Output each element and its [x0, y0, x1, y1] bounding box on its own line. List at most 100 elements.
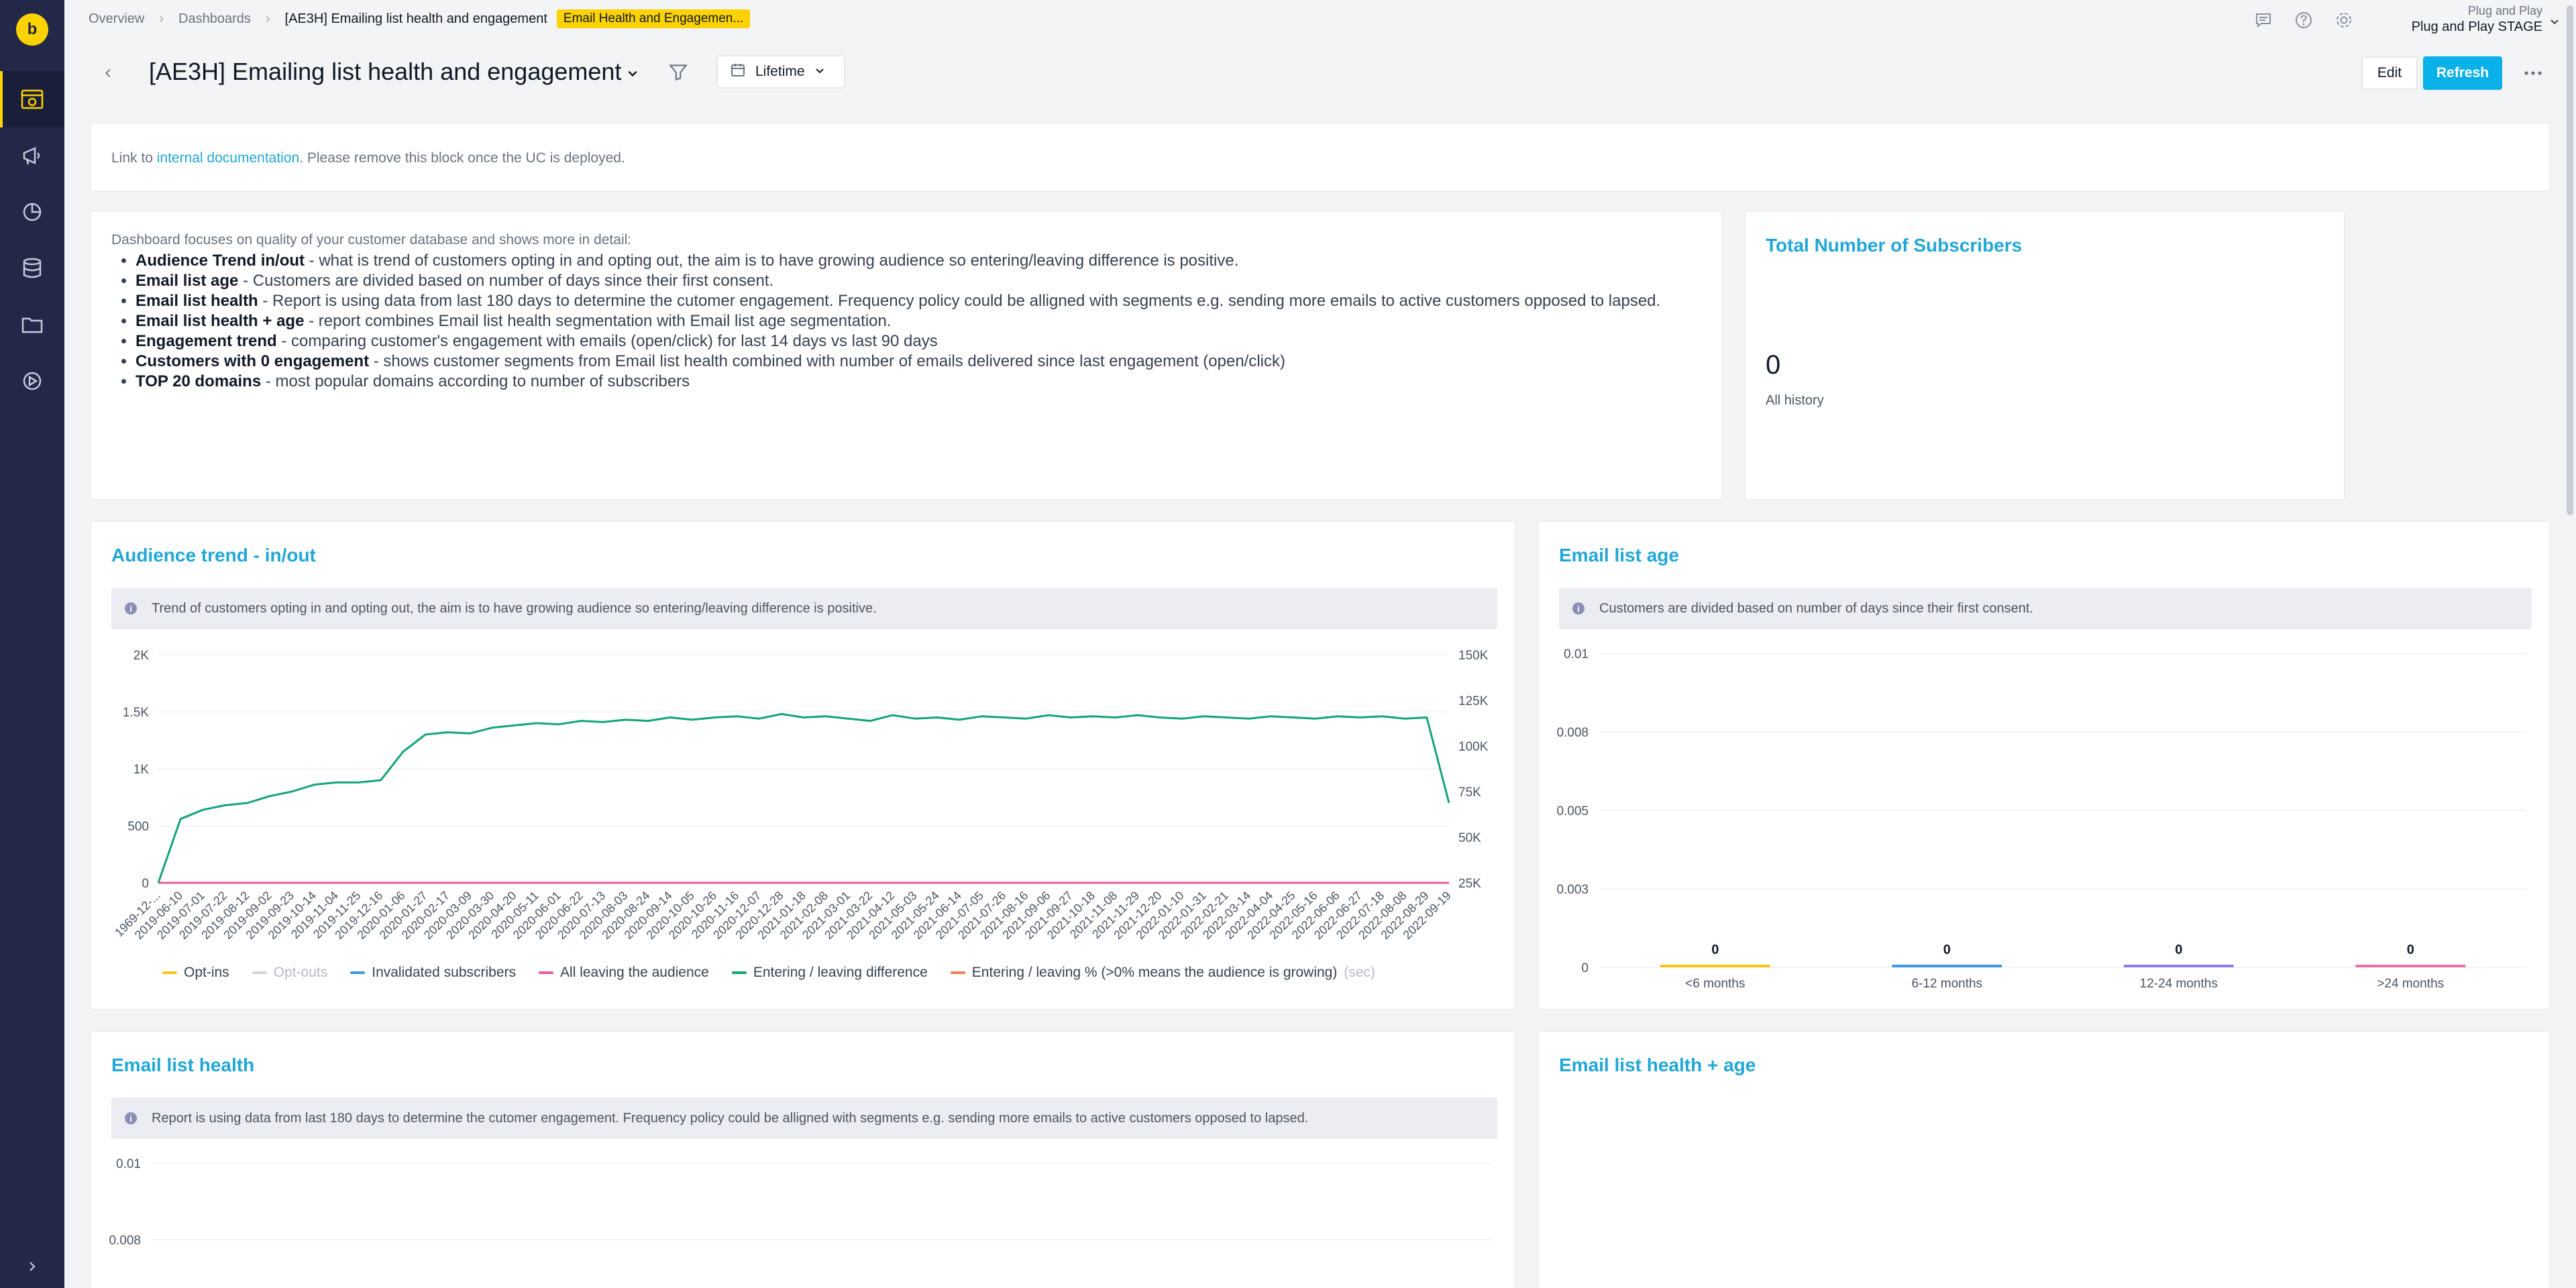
kpi-title[interactable]: Total Number of Subscribers: [1766, 235, 2023, 256]
chevron-right-icon: ›: [159, 11, 164, 26]
legend-swatch: [950, 971, 965, 974]
bar[interactable]: [1892, 965, 2002, 967]
assets-icon[interactable]: [0, 297, 64, 353]
breadcrumb-dashboards[interactable]: Dashboards: [178, 11, 251, 26]
notice-text: Report is using data from last 180 days …: [152, 1110, 1309, 1126]
description-card: Dashboard focuses on quality of your cus…: [90, 211, 1723, 500]
legend-item[interactable]: Entering / leaving difference: [731, 965, 928, 981]
category-badge[interactable]: Email Health and Engagemen...: [556, 9, 751, 28]
audience-trend-chart: 05001K1.5K2K25K50K75K100K125K150K1969-12…: [112, 649, 1489, 942]
audience-trend-title[interactable]: Audience trend - in/out: [111, 545, 316, 566]
y-tick-label: 0.01: [1564, 647, 1589, 661]
email-list-health-card: Email list health i Report is using data…: [90, 1030, 1516, 1288]
y2-tick-label: 25K: [1458, 877, 1481, 891]
bar[interactable]: [1660, 965, 1770, 967]
org-name: Plug and Play: [2467, 4, 2542, 17]
back-arrow-icon[interactable]: [98, 63, 118, 83]
chevron-down-icon[interactable]: [2549, 16, 2560, 30]
dashboard-header: [AE3H] Emailing list health and engageme…: [64, 44, 2576, 105]
refresh-button[interactable]: Refresh: [2423, 56, 2502, 90]
y-tick-label: 1.5K: [123, 706, 149, 720]
y2-tick-label: 100K: [1458, 740, 1489, 754]
data-icon[interactable]: [0, 240, 64, 297]
doc-suffix: . Please remove this block once the UC i…: [299, 150, 625, 166]
internal-doc-link[interactable]: internal documentation: [156, 150, 300, 166]
email-list-age-title[interactable]: Email list age: [1559, 545, 1679, 566]
legend-swatch: [162, 971, 177, 974]
dashboards-icon[interactable]: [0, 71, 64, 127]
list-item: TOP 20 domains - most popular domains ac…: [136, 372, 1759, 392]
audience-trend-card: Audience trend - in/out i Trend of custo…: [90, 521, 1516, 1010]
page-title: [AE3H] Emailing list health and engageme…: [149, 58, 622, 85]
email-list-health-age-card: Email list health + age: [1538, 1030, 2551, 1288]
y-tick-label: 0: [142, 877, 149, 891]
app-logo[interactable]: b: [16, 13, 48, 46]
bar-value-label: 0: [1711, 943, 1719, 957]
description-list: Audience Trend in/out - what is trend of…: [136, 251, 1759, 392]
project-name: Plug and Play STAGE: [2411, 19, 2542, 34]
legend-item[interactable]: Invalidated subscribers: [350, 965, 516, 981]
list-item: Email list health + age - report combine…: [136, 311, 1759, 331]
list-item: Email list health - Report is using data…: [136, 291, 1759, 311]
filter-icon[interactable]: [667, 60, 690, 87]
info-icon: i: [125, 602, 137, 614]
list-item: Engagement trend - comparing customer's …: [136, 331, 1759, 352]
y-tick-label: 0.008: [109, 1234, 141, 1248]
account-switcher[interactable]: Plug and Play Plug and Play STAGE: [2412, 4, 2542, 35]
legend-item[interactable]: Entering / leaving % (>0% means the audi…: [950, 965, 1375, 981]
y-tick-label: 0.008: [1556, 726, 1589, 740]
campaigns-icon[interactable]: [0, 127, 64, 184]
bar-value-label: 0: [2175, 943, 2182, 957]
notice-text: Trend of customers opting in and opting …: [152, 600, 877, 616]
legend-item[interactable]: Opt-ins: [162, 965, 229, 981]
bar[interactable]: [2123, 965, 2234, 967]
more-options-icon[interactable]: [2520, 63, 2546, 83]
edit-button[interactable]: Edit: [2361, 56, 2418, 90]
description-intro: Dashboard focuses on quality of your cus…: [111, 232, 632, 248]
comment-icon[interactable]: [2253, 9, 2274, 34]
list-item: Email list age - Customers are divided b…: [136, 271, 1759, 291]
y-tick-label: 0.003: [1556, 883, 1589, 897]
y-tick-label: 500: [127, 820, 149, 834]
x-tick-label: <6 months: [1685, 977, 1745, 991]
calendar-icon: [730, 62, 746, 82]
y-tick-label: 0: [1581, 961, 1589, 975]
y-tick-label: 1K: [133, 763, 150, 777]
x-tick-label: 12-24 months: [2140, 977, 2218, 991]
doc-prefix: Link to: [111, 150, 157, 166]
chevron-right-icon[interactable]: [20, 1254, 44, 1279]
analytics-icon[interactable]: [0, 184, 64, 240]
help-icon[interactable]: [2293, 9, 2314, 34]
y-tick-label: 2K: [133, 649, 150, 663]
legend-label: Entering / leaving % (>0% means the audi…: [971, 965, 1338, 980]
legend-label: Entering / leaving difference: [753, 965, 928, 980]
email-list-health-age-title[interactable]: Email list health + age: [1559, 1055, 1756, 1075]
legend-swatch: [350, 971, 366, 974]
chevron-down-icon[interactable]: [627, 67, 639, 83]
legend-label: Invalidated subscribers: [372, 965, 517, 980]
settings-icon[interactable]: [2333, 9, 2355, 34]
y2-tick-label: 50K: [1458, 831, 1481, 845]
chevron-down-icon: [814, 64, 825, 80]
legend-swatch: [539, 971, 554, 974]
legend-item[interactable]: Opt-outs: [252, 965, 327, 981]
sidebar: b: [0, 0, 64, 1288]
y2-tick-label: 75K: [1458, 786, 1481, 800]
breadcrumb-overview[interactable]: Overview: [89, 11, 145, 26]
ai-icon[interactable]: [0, 353, 64, 409]
legend-swatch: [731, 971, 747, 974]
series-line[interactable]: [157, 712, 1450, 883]
bar-value-label: 0: [1943, 943, 1951, 957]
doc-block: Link to internal documentation. Please r…: [90, 122, 2551, 192]
list-item: Customers with 0 engagement - shows cust…: [136, 352, 1759, 372]
page-scrollbar[interactable]: [2567, 5, 2573, 515]
audience-trend-notice: i Trend of customers opting in and optin…: [111, 588, 1497, 629]
legend-label: Opt-ins: [184, 965, 229, 980]
date-range-value: Lifetime: [755, 64, 805, 79]
bar-value-label: 0: [2407, 943, 2414, 957]
legend-item[interactable]: All leaving the audience: [539, 965, 709, 981]
email-list-health-title[interactable]: Email list health: [111, 1055, 255, 1075]
legend-swatch: [252, 971, 267, 974]
date-range-select[interactable]: Lifetime: [716, 55, 845, 89]
bar[interactable]: [2355, 965, 2466, 967]
